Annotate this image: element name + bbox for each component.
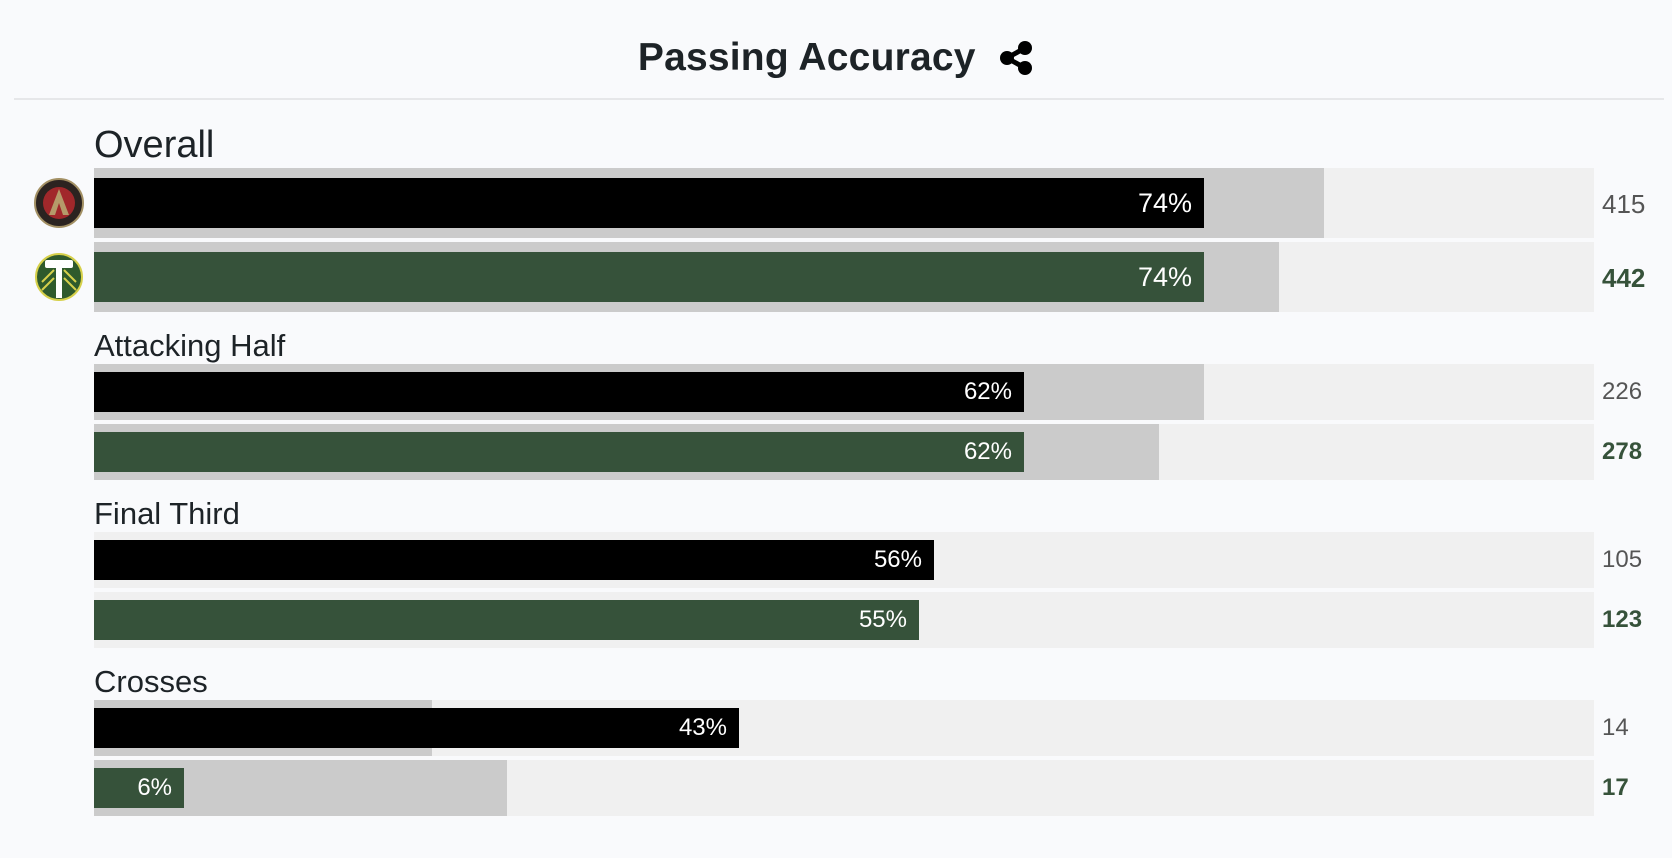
bar-track: 56%: [94, 532, 1594, 588]
home-pass-count: 278: [1602, 438, 1643, 465]
bar-track: 74%: [94, 242, 1594, 312]
home-accuracy-bar: 74%: [94, 252, 1204, 302]
away-accuracy-bar: 62%: [94, 372, 1024, 412]
home-accuracy-bar: 55%: [94, 600, 919, 640]
portland-timbers-logo: [35, 253, 83, 301]
home-pass-count: 17: [1602, 774, 1629, 801]
away-accuracy-bar: 74%: [94, 178, 1204, 228]
away-pass-count: 105: [1602, 546, 1643, 573]
bar-track: 62%: [94, 424, 1594, 480]
away-accuracy-bar: 56%: [94, 540, 934, 580]
category-label: Crosses: [94, 664, 208, 699]
home-accuracy-bar: 62%: [94, 432, 1024, 472]
away-pass-count: 14: [1602, 714, 1629, 741]
bar-track: 74%: [94, 168, 1594, 238]
chart-title: Passing Accuracy: [637, 36, 976, 79]
away-pass-count: 226: [1602, 378, 1643, 405]
away-accuracy-bar: 43%: [94, 708, 739, 748]
category-label: Attacking Half: [94, 328, 286, 363]
category-label: Final Third: [94, 496, 240, 531]
bar-track: 55%: [94, 592, 1594, 648]
home-pass-count: 442: [1602, 263, 1646, 293]
home-pass-count: 123: [1602, 606, 1643, 633]
category-label: Overall: [94, 124, 215, 166]
share-icon[interactable]: [998, 40, 1034, 76]
bar-track: 43%: [94, 700, 1594, 756]
home-accuracy-bar: 6%: [94, 768, 184, 808]
chart-header: Passing Accuracy: [0, 36, 1672, 80]
header-divider: [14, 98, 1664, 100]
away-pass-count: 415: [1602, 189, 1646, 219]
atlanta-united-logo: [34, 178, 84, 228]
bar-track: 62%: [94, 364, 1594, 420]
bar-track: 6%: [94, 760, 1594, 816]
